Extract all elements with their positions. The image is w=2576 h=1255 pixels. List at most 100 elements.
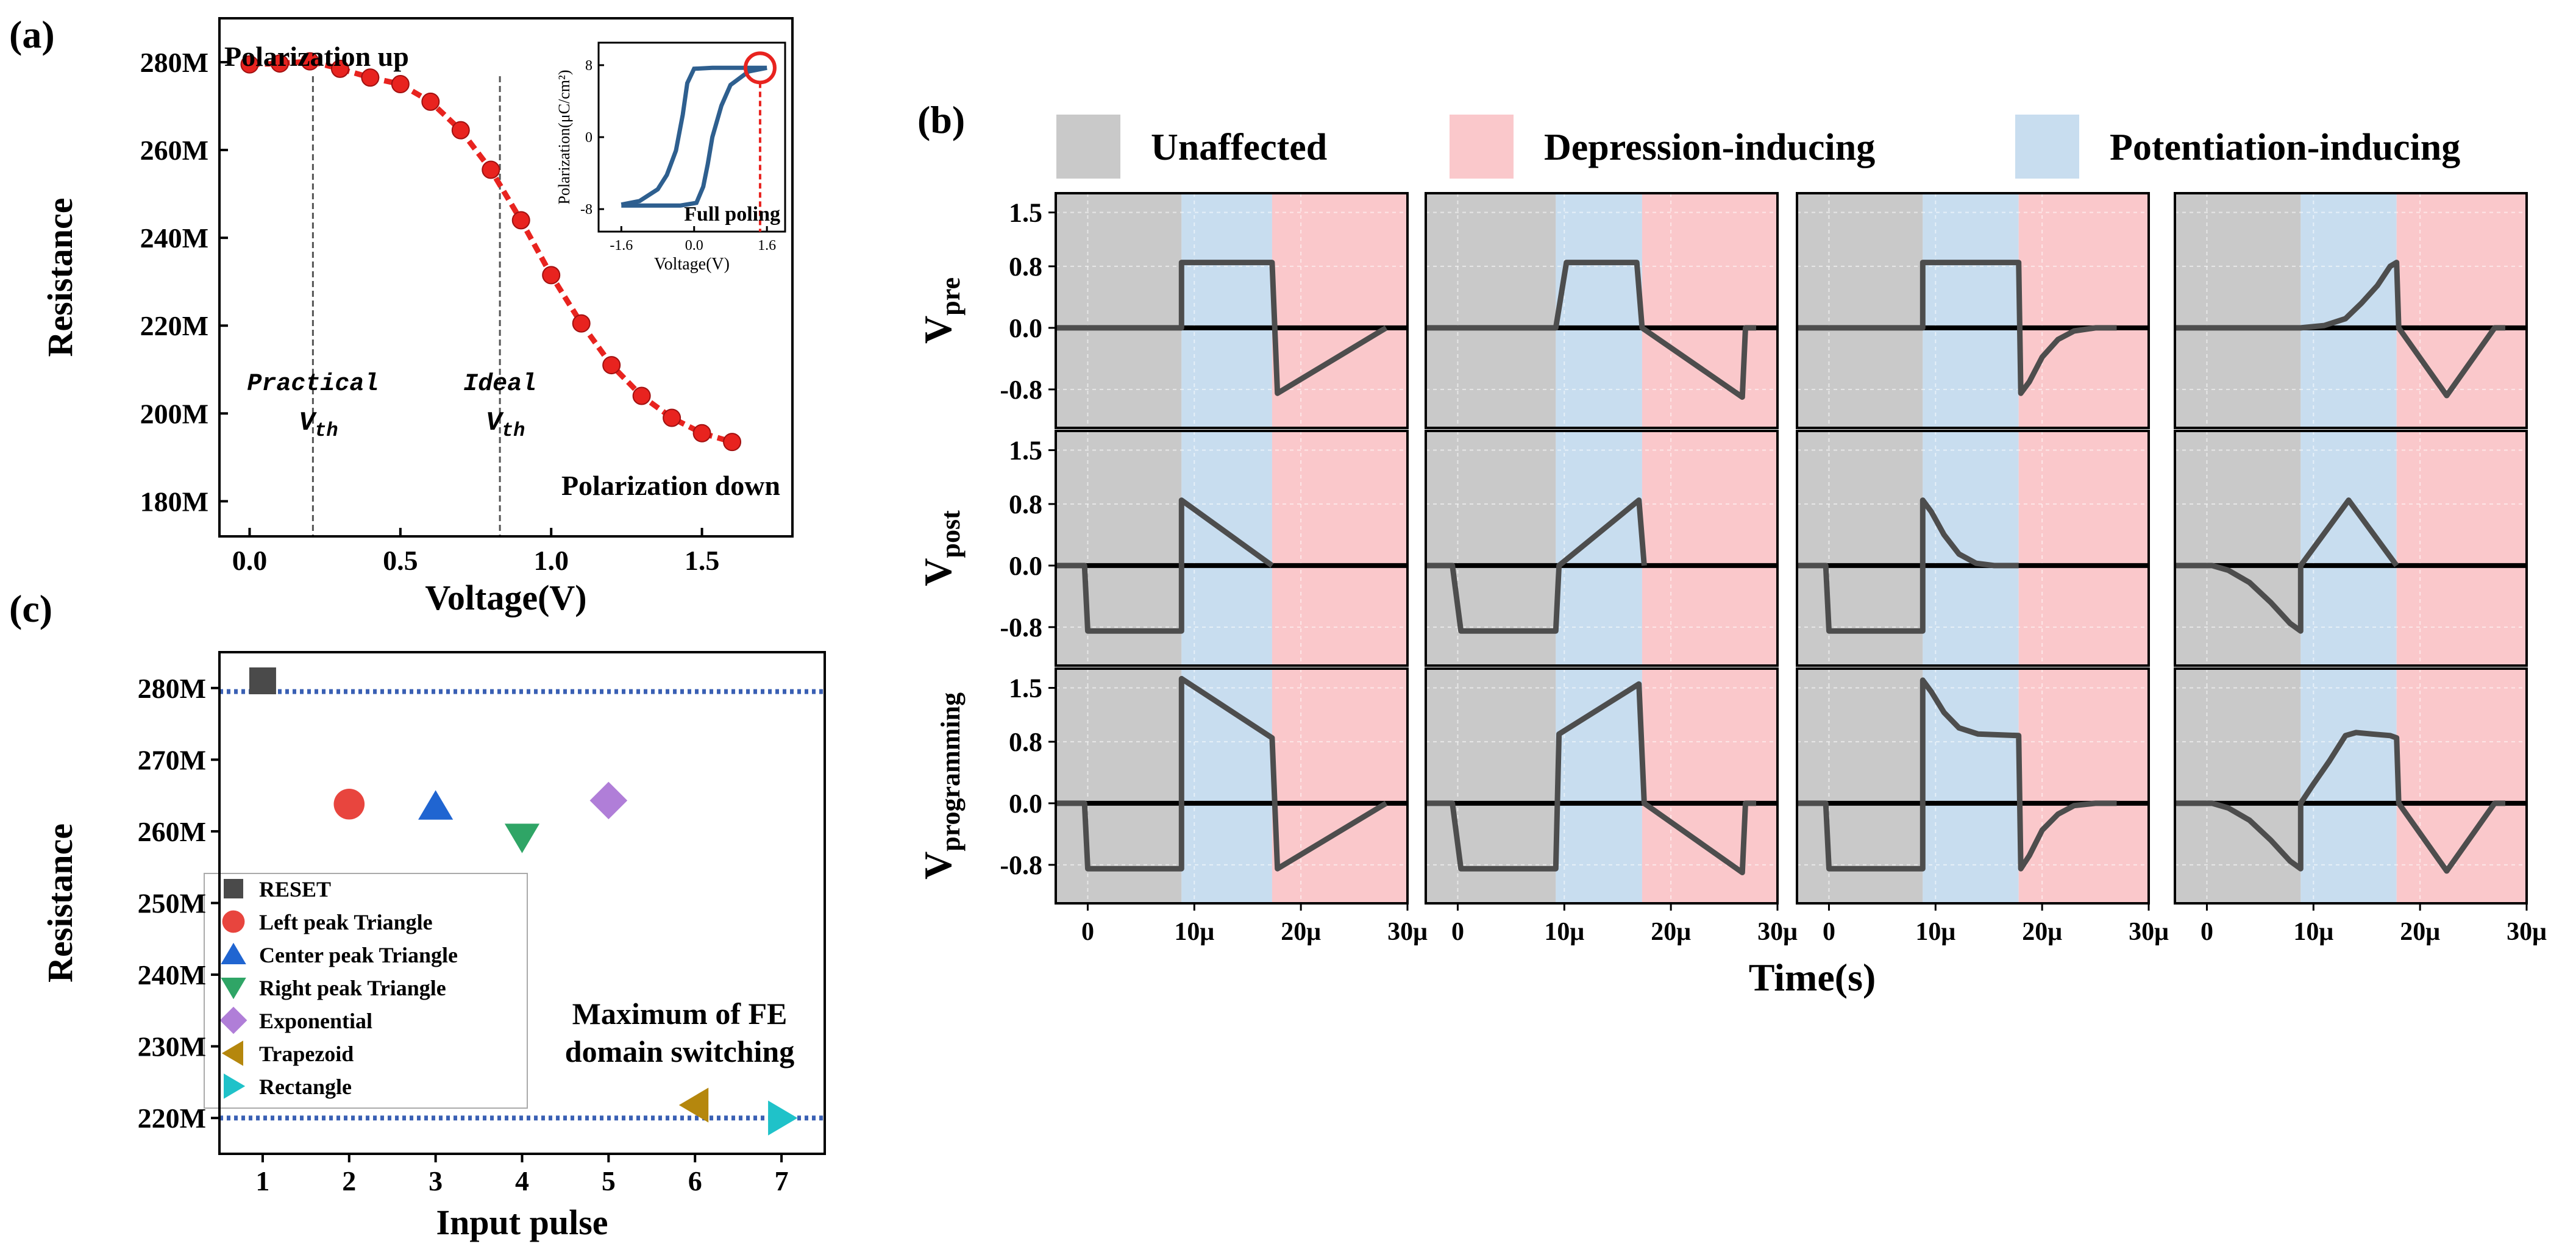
trace-prog-3 bbox=[2175, 730, 2505, 874]
region-blue-1-0-1 bbox=[1556, 193, 1642, 428]
y-tick-label: 1.5 bbox=[1009, 198, 1042, 228]
x-tick-label: 0.0 bbox=[232, 545, 268, 576]
y-tick-label: 270M bbox=[138, 744, 206, 775]
region-red-1-0-2 bbox=[1642, 193, 1777, 428]
y-tick-label: 0.0 bbox=[1009, 789, 1042, 819]
annotation-domain-switching: domain switching bbox=[565, 1034, 794, 1068]
row-label-main: V bbox=[916, 558, 959, 586]
inset-y-axis-label: Polarization(μC/cm²) bbox=[555, 69, 573, 204]
region-red-0-1-2 bbox=[1272, 431, 1407, 666]
region-blue-0-2-1 bbox=[1181, 669, 1272, 903]
x-tick-label: 7 bbox=[775, 1165, 789, 1196]
y-tick-label: 280M bbox=[140, 47, 208, 78]
x-tick-label: 1.0 bbox=[533, 545, 569, 576]
data-point-12 bbox=[602, 356, 621, 375]
y-tick-label: 240M bbox=[138, 959, 206, 990]
data-point-3 bbox=[330, 59, 349, 78]
row-label-sub: pre bbox=[936, 277, 966, 316]
x-tick-label: 30μ bbox=[1757, 918, 1798, 946]
legend-marker-3 bbox=[221, 978, 246, 1000]
point-rectangle bbox=[768, 1100, 798, 1136]
row-label-main: V bbox=[916, 851, 959, 880]
data-point-1 bbox=[270, 54, 289, 73]
region-blue-0-1-1 bbox=[1181, 431, 1272, 666]
region-gray-1-1-0 bbox=[1426, 431, 1556, 666]
row-label-main: V bbox=[916, 316, 959, 344]
row-label-text: Vpost bbox=[916, 510, 966, 586]
region-red-2-1-2 bbox=[2018, 431, 2149, 666]
point-left-peak-triangle bbox=[333, 788, 365, 820]
y-tick-label: 250M bbox=[138, 888, 206, 919]
legend-label: Rectangle bbox=[259, 1075, 352, 1099]
data-point-11 bbox=[572, 314, 591, 333]
region-gray-2-2-0 bbox=[1797, 669, 1923, 903]
region-red-1-2-2 bbox=[1642, 669, 1777, 903]
y-tick-label: 1.5 bbox=[1009, 674, 1042, 703]
trace-prog-1 bbox=[1426, 681, 1756, 875]
region-red-2-0-2 bbox=[2018, 193, 2149, 428]
subplot-frame-2-0 bbox=[1796, 192, 2150, 429]
inset-upper-branch bbox=[621, 65, 767, 207]
annotation-practical-v: V bbox=[299, 408, 317, 438]
legend-label: Depression-inducing bbox=[1544, 127, 1875, 168]
region-red-0-2-2 bbox=[1272, 669, 1407, 903]
data-point-8 bbox=[482, 160, 500, 179]
x-tick-label: 30μ bbox=[2129, 918, 2169, 946]
legend-label: Unaffected bbox=[1151, 127, 1327, 168]
x-tick-label: 30μ bbox=[2507, 918, 2547, 946]
x-tick-label: 10μ bbox=[2293, 918, 2333, 946]
legend-marker-1 bbox=[222, 910, 245, 933]
legend-swatch-2 bbox=[2015, 115, 2079, 179]
legend-marker-4 bbox=[219, 1006, 247, 1034]
region-gray-1-0-0 bbox=[1426, 193, 1556, 428]
annotation-practical-sub: th bbox=[315, 419, 338, 442]
legend-label: Right peak Triangle bbox=[259, 976, 446, 1000]
y-tick-label: 260M bbox=[140, 135, 208, 166]
trace-pre-3 bbox=[2175, 260, 2505, 399]
x-tick-label: 10μ bbox=[1544, 918, 1584, 946]
panel-b-waveforms: Unaffected Depression-inducing Potentiatio… bbox=[916, 115, 2547, 999]
subplot-frame-3-1 bbox=[2174, 430, 2528, 667]
y-tick-label: -0.8 bbox=[1000, 375, 1042, 405]
region-gray-2-0-0 bbox=[1797, 193, 1923, 428]
x-tick-label: 0 bbox=[1081, 918, 1094, 946]
trace-pre-1 bbox=[1426, 260, 1756, 400]
legend-label: Trapezoid bbox=[259, 1042, 354, 1066]
legend-swatch-0 bbox=[1056, 115, 1120, 179]
region-blue-2-1-1 bbox=[1923, 431, 2019, 666]
point-exponential bbox=[589, 781, 628, 820]
legend-marker-5 bbox=[221, 1040, 243, 1066]
data-point-10 bbox=[542, 266, 561, 285]
x-tick-label: 5 bbox=[602, 1165, 616, 1196]
point-right-peak-triangle bbox=[504, 823, 540, 853]
inset-x-tick-label: 0.0 bbox=[685, 238, 703, 254]
legend-label: Exponential bbox=[259, 1009, 372, 1033]
panel-label-b: (b) bbox=[917, 98, 965, 141]
x-tick-label: 6 bbox=[688, 1165, 702, 1196]
region-blue-3-2-1 bbox=[2300, 669, 2397, 903]
y-tick-label: 240M bbox=[140, 222, 208, 254]
row-label-text: Vpre bbox=[916, 277, 966, 344]
y-tick-label: -0.8 bbox=[1000, 613, 1042, 642]
y-axis-label: Resistance bbox=[40, 198, 80, 357]
y-tick-label: 280M bbox=[138, 673, 206, 704]
x-tick-label: 4 bbox=[515, 1165, 529, 1196]
x-tick-label: 2 bbox=[342, 1165, 356, 1196]
region-gray-3-2-0 bbox=[2175, 669, 2301, 903]
y-tick-label: 260M bbox=[138, 816, 206, 847]
region-red-3-1-2 bbox=[2396, 431, 2527, 666]
subplot-frame-3-0 bbox=[2174, 192, 2528, 429]
x-tick-label: 20μ bbox=[1281, 918, 1321, 946]
subplot-frame-3-2 bbox=[2174, 667, 2528, 905]
trace-pre-0 bbox=[1056, 260, 1388, 396]
data-point-0 bbox=[240, 55, 259, 74]
trace-prog-2 bbox=[1797, 677, 2117, 872]
y-tick-label: 0.8 bbox=[1009, 727, 1042, 757]
x-tick-label: 0.5 bbox=[383, 545, 418, 576]
subplot-frame-1-2 bbox=[1425, 667, 1779, 905]
annotation-ideal-sub: th bbox=[502, 419, 525, 442]
x-tick-label: 20μ bbox=[2022, 918, 2062, 946]
row-label-0: Vpre bbox=[916, 277, 966, 344]
data-point-4 bbox=[361, 68, 380, 87]
row-label-sub: post bbox=[936, 510, 966, 558]
